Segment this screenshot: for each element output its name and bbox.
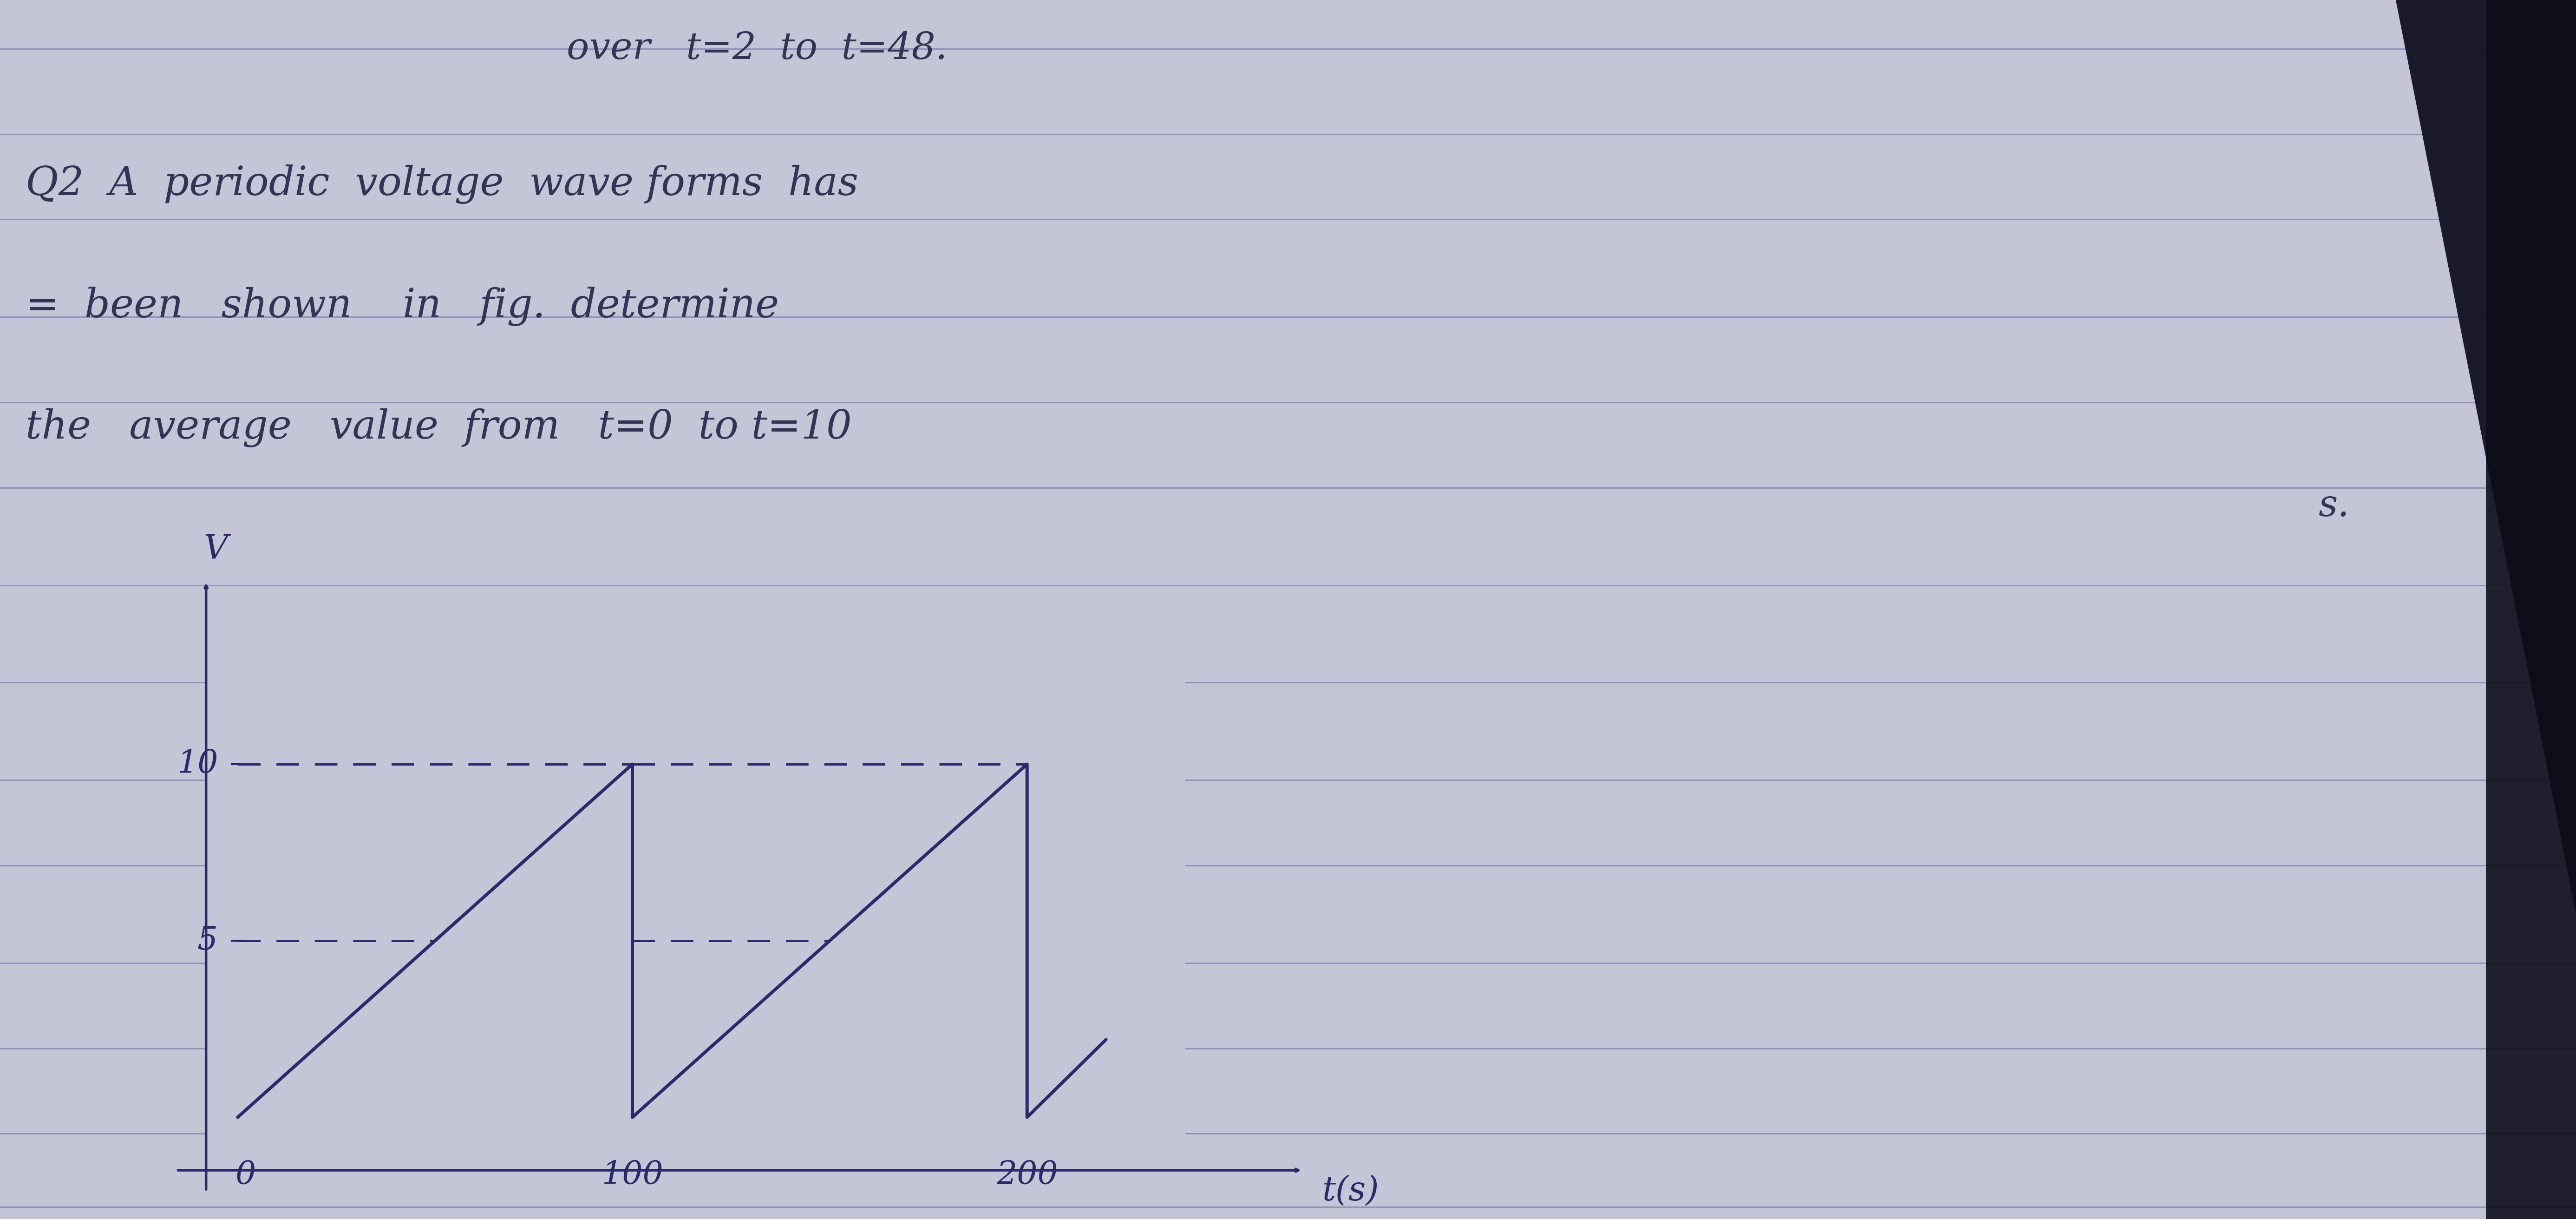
Text: V: V	[204, 534, 227, 566]
Text: 10: 10	[178, 748, 219, 780]
Text: s.: s.	[2318, 488, 2349, 524]
Polygon shape	[2396, 0, 2576, 914]
Text: over   t=2  to  t=48.: over t=2 to t=48.	[567, 30, 948, 67]
Text: 100: 100	[603, 1159, 662, 1191]
Text: Q2  A  periodic  voltage  wave forms  has: Q2 A periodic voltage wave forms has	[26, 165, 858, 204]
Text: =  been   shown    in   fig.  determine: = been shown in fig. determine	[26, 286, 781, 325]
Text: the   average   value  from   t=0  to t=10: the average value from t=0 to t=10	[26, 408, 853, 447]
Text: t(s): t(s)	[1321, 1174, 1378, 1207]
Text: 0: 0	[234, 1159, 255, 1191]
Text: 5: 5	[198, 925, 219, 956]
Bar	[2486, 0, 2576, 1219]
Text: 200: 200	[997, 1159, 1059, 1191]
